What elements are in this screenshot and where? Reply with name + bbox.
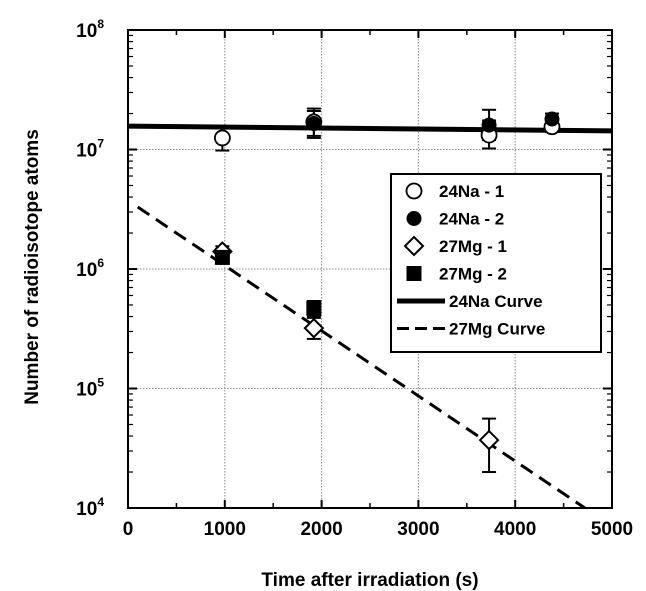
y-tick-label: 107 [76,137,104,162]
plot-frame [127,29,613,509]
data-point [303,317,325,339]
y-tick-label: 104 [76,495,104,520]
x-tick-label: 1000 [204,519,246,540]
x-tick-label: 2000 [300,519,342,540]
y-axis-title: Number of radioisotope atoms [22,129,43,405]
legend-items: 24Na - 1 24Na - 2 27Mg - 1 27Mg - 2 24Na Cur… [397,182,545,339]
data-points [211,111,561,451]
legend-marker [406,211,422,226]
y-tick-label: 108 [76,17,104,42]
data-point [306,116,322,132]
x-tick-labels: 0 1000 2000 3000 4000 5000 [123,519,633,540]
data-point [214,249,230,265]
y-tick-labels: 104 105 106 107 108 [76,17,104,520]
x-tick-label: 4000 [494,519,536,540]
data-point [213,129,231,147]
legend: 24Na - 1 24Na - 2 27Mg - 1 27Mg - 2 24Na Cur… [390,173,602,353]
y-tick-label: 106 [76,256,104,281]
data-point [481,117,497,133]
legend-label: 24Na - 2 [439,210,504,229]
legend-label: 27Mg - 2 [439,265,507,284]
legend-label: 27Mg Curve [449,320,545,339]
legend-box [390,173,602,353]
data-point [478,429,500,451]
y-tick-label: 105 [76,376,104,401]
x-tick-label: 5000 [591,519,633,540]
mg27-curve-line [136,205,586,510]
x-tick-label: 3000 [397,519,439,540]
curves [127,123,613,510]
legend-marker [405,182,423,200]
x-tick-label: 0 [123,519,134,540]
data-point [544,111,560,127]
legend-label: 24Na Curve [449,292,543,311]
x-axis-title: Time after irradiation (s) [261,570,478,591]
legend-label: 27Mg - 1 [439,237,507,256]
na24-curve-line [127,123,613,134]
legend-label: 24Na - 1 [439,182,504,201]
legend-marker [403,235,425,257]
data-point [306,300,322,316]
legend-marker [406,266,422,281]
